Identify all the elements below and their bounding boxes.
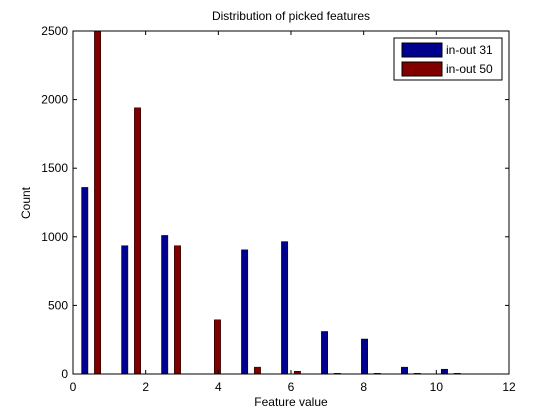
bar-in-out-31-2 [161,235,169,375]
y-axis-label: Count [19,186,33,219]
bar-in-out-31-9 [441,368,448,375]
legend-swatch-in-out-31 [401,42,443,58]
bar-in-out-31-0 [81,187,89,375]
x-tick-label-6: 12 [502,380,516,394]
x-tick-label-2: 4 [215,380,222,394]
legend-label-in-out-31: in-out 31 [446,43,493,57]
bar-in-out-31-7 [361,338,368,375]
x-tick-label-0: 0 [70,380,77,394]
legend-swatch-in-out-50 [401,61,443,77]
x-tick-label-5: 10 [430,380,444,394]
y-tick-label-0: 0 [61,367,68,381]
bar-in-out-50-0 [94,30,102,375]
x-tick-label-1: 2 [142,380,149,394]
bar-in-out-31-6 [321,331,329,375]
bar-in-out-50-2 [174,245,181,375]
x-tick-label-3: 6 [288,380,295,394]
ticks-layer: 0 2 4 6 8 10 12 0 500 1000 1500 2000 2500 [41,24,516,394]
bar-in-out-50-4 [253,366,261,375]
bar-in-out-50-1 [134,107,141,375]
y-tick-label-4: 2000 [41,93,68,107]
bar-in-out-50-3 [214,319,221,375]
x-axis-label: Feature value [254,395,328,409]
chart-title: Distribution of picked features [212,9,370,23]
bar-in-out-31-4 [241,249,249,375]
y-tick-label-1: 500 [48,298,68,312]
legend-label-in-out-50: in-out 50 [446,62,493,76]
legend: in-out 31 in-out 50 [393,37,503,81]
y-tick-label-2: 1000 [41,230,68,244]
plot-area [73,31,509,374]
bar-in-out-31-5 [281,241,289,375]
y-tick-label-5: 2500 [41,24,68,38]
bar-in-out-31-1 [121,245,129,375]
y-tick-label-3: 1500 [41,161,68,175]
bar-in-out-31-8 [401,366,408,375]
x-tick-label-4: 8 [360,380,367,394]
